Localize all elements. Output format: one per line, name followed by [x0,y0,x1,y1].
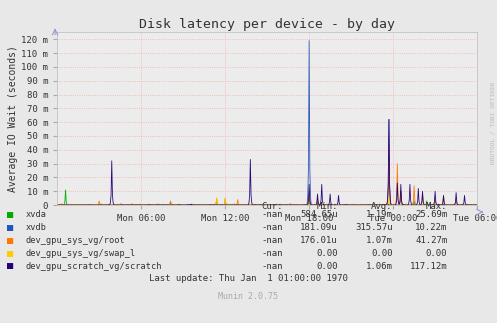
Text: 1.07m: 1.07m [366,236,393,245]
Text: -nan: -nan [262,249,283,258]
Text: ■: ■ [7,249,14,258]
Text: 0.00: 0.00 [317,262,338,271]
Text: Cur:: Cur: [262,202,283,211]
Text: RRDTOOL / TOBI OETIKER: RRDTOOL / TOBI OETIKER [491,81,496,164]
Text: 41.27m: 41.27m [415,236,447,245]
Title: Disk latency per device - by day: Disk latency per device - by day [139,18,395,31]
Text: xvdb: xvdb [26,223,47,232]
Text: 117.12m: 117.12m [410,262,447,271]
Text: 1.19m: 1.19m [366,210,393,219]
Text: Min:: Min: [317,202,338,211]
Text: 1.06m: 1.06m [366,262,393,271]
Text: 10.22m: 10.22m [415,223,447,232]
Text: Last update: Thu Jan  1 01:00:00 1970: Last update: Thu Jan 1 01:00:00 1970 [149,274,348,283]
Text: dev_gpu_sys_vg/swap_l: dev_gpu_sys_vg/swap_l [26,249,136,258]
Text: xvda: xvda [26,210,47,219]
Text: 181.09u: 181.09u [300,223,338,232]
Text: -nan: -nan [262,236,283,245]
Text: 0.00: 0.00 [317,249,338,258]
Text: Avg:: Avg: [371,202,393,211]
Text: 176.01u: 176.01u [300,236,338,245]
Y-axis label: Average IO Wait (seconds): Average IO Wait (seconds) [8,45,18,192]
Text: ■: ■ [7,223,14,233]
Text: 584.65u: 584.65u [300,210,338,219]
Text: Munin 2.0.75: Munin 2.0.75 [219,292,278,301]
Text: -nan: -nan [262,210,283,219]
Text: ■: ■ [7,236,14,245]
Text: -nan: -nan [262,223,283,232]
Text: ■: ■ [7,210,14,220]
Text: Max:: Max: [426,202,447,211]
Text: 0.00: 0.00 [371,249,393,258]
Text: 0.00: 0.00 [426,249,447,258]
Text: dev_gpu_sys_vg/root: dev_gpu_sys_vg/root [26,236,126,245]
Text: ■: ■ [7,262,14,271]
Text: dev_gpu_scratch_vg/scratch: dev_gpu_scratch_vg/scratch [26,262,163,271]
Text: -nan: -nan [262,262,283,271]
Text: 315.57u: 315.57u [355,223,393,232]
Text: 25.69m: 25.69m [415,210,447,219]
